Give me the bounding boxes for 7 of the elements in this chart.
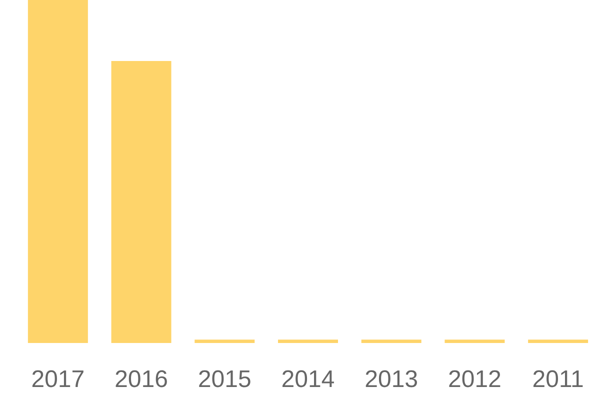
x-tick-label: 2017 (32, 370, 84, 388)
x-tick-label: 2013 (366, 370, 417, 388)
x-tick-label: 2011 (533, 370, 583, 388)
x-tick-label: 2014 (282, 370, 334, 388)
x-tick-label: 2016 (116, 370, 167, 388)
x-tick-label: 2015 (199, 370, 250, 388)
x-tick-label: 2012 (449, 370, 500, 388)
